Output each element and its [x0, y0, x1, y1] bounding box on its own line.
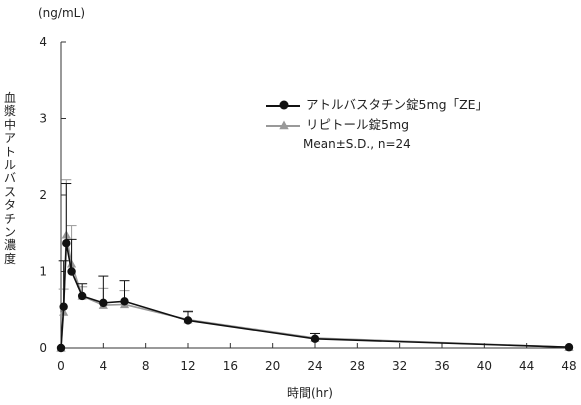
series-line: [60, 234, 570, 349]
x-tick-label: 8: [142, 359, 150, 373]
data-point: [56, 343, 66, 353]
y-axis-label-char: ト: [3, 144, 16, 159]
y-tick-label: 2: [39, 188, 47, 202]
x-tick-label: 44: [519, 359, 534, 373]
y-axis-label-char: ア: [3, 131, 16, 146]
y-axis-label-char: タ: [3, 198, 16, 213]
series-reference: [56, 179, 574, 352]
legend-label-reference: リピトール錠5mg: [306, 117, 410, 132]
y-axis-label-char: 中: [3, 117, 16, 132]
y-tick-label: 4: [39, 35, 47, 49]
series-line: [60, 243, 570, 349]
x-tick-label: 28: [350, 359, 365, 373]
series-test: [56, 183, 574, 353]
x-tick-label: 4: [100, 359, 108, 373]
legend-circle-marker: [279, 100, 289, 110]
x-tick-label: 36: [434, 359, 449, 373]
x-tick-label: 0: [57, 359, 65, 373]
legend: アトルバスタチン錠5mg「ZE」 リピトール錠5mg Mean±S.D., n=…: [266, 95, 488, 153]
x-tick-label: 48: [561, 359, 576, 373]
y-axis-label-char: ン: [3, 225, 16, 240]
legend-label-test: アトルバスタチン錠5mg「ZE」: [306, 97, 489, 112]
y-tick-label: 0: [39, 341, 47, 355]
y-axis-label-char: ル: [3, 158, 16, 173]
x-tick-label: 40: [477, 359, 492, 373]
y-axis-label: 血漿中アトルバスタチン濃度: [2, 91, 18, 266]
x-tick-label: 20: [265, 359, 280, 373]
x-tick-label: 24: [307, 359, 322, 373]
data-point: [120, 297, 129, 306]
y-tick-label: 1: [39, 265, 47, 279]
y-axis-label-char: 濃: [3, 238, 16, 253]
y-axis-label-char: 漿: [3, 104, 16, 119]
y-tick-label: 3: [39, 112, 47, 126]
y-axis-label-char: 度: [3, 251, 16, 266]
axes: [60, 42, 569, 349]
legend-item-test: アトルバスタチン錠5mg「ZE」: [266, 95, 488, 115]
legend-note: Mean±S.D., n=24: [303, 137, 411, 151]
y-axis-label-char: ス: [3, 184, 16, 199]
x-tick-label: 12: [180, 359, 195, 373]
y-unit-label: (ng/mL): [38, 6, 86, 20]
legend-triangle-marker: [279, 120, 289, 130]
y-axis-label-char: 血: [3, 91, 16, 105]
x-axis-label: 時間(hr): [287, 386, 333, 400]
y-axis-label-char: チ: [3, 211, 16, 226]
data-point: [77, 291, 87, 301]
x-tick-label: 32: [392, 359, 407, 373]
data-point: [99, 298, 108, 308]
data-point: [59, 302, 68, 311]
legend-item-reference: リピトール錠5mg: [266, 115, 488, 135]
plot-series: [56, 179, 574, 353]
data-point: [183, 316, 193, 325]
data-point: [67, 267, 76, 276]
data-point: [62, 238, 71, 248]
data-point: [310, 334, 320, 344]
x-tick-label: 16: [223, 359, 238, 373]
data-point: [564, 343, 574, 352]
y-axis-label-char: バ: [3, 171, 16, 186]
